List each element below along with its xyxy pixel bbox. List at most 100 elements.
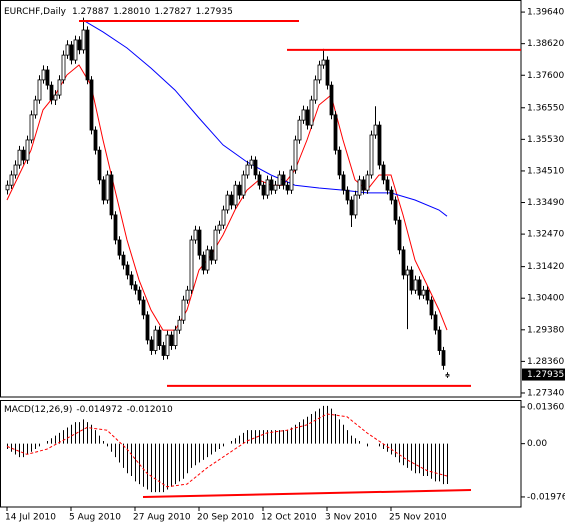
candle-body	[197, 229, 202, 256]
candle-body	[161, 345, 166, 356]
candle-body	[193, 229, 198, 241]
candle-body	[333, 114, 338, 151]
candle-body	[37, 79, 42, 101]
candle-body	[9, 174, 14, 186]
header-high: 1.28010	[113, 7, 150, 17]
candle-body	[149, 339, 154, 351]
macd-value: -0.014972	[76, 405, 122, 415]
x-tick-label: 12 Oct 2010	[261, 513, 317, 523]
candle-body	[373, 124, 378, 136]
candle-body	[213, 229, 218, 261]
macd-panel-frame	[0, 400, 522, 508]
candle-body	[69, 44, 74, 61]
current-price-box	[522, 368, 565, 381]
candle-body	[89, 79, 94, 131]
candle-body	[329, 84, 334, 116]
candle-body	[225, 194, 230, 211]
candle-body	[289, 169, 294, 191]
candle-body	[169, 334, 174, 346]
candle-body	[285, 184, 290, 191]
y-tick-label: 1.28360	[527, 357, 564, 367]
candle-body	[325, 59, 330, 86]
candle-body	[209, 249, 214, 261]
y-tick-label: 1.39640	[527, 8, 564, 18]
candle-body	[345, 189, 350, 201]
header-close: 1.27935	[196, 7, 233, 17]
candle-body	[201, 254, 206, 271]
price-plot	[5, 17, 521, 387]
candle-body	[257, 174, 262, 186]
macd-title: MACD(12,26,9)	[4, 405, 72, 415]
candle-body	[101, 179, 106, 201]
candle-body	[269, 179, 274, 191]
candle-body	[401, 249, 406, 276]
y-tick-label: 1.31420	[527, 262, 564, 272]
candle-body	[349, 199, 354, 216]
candle-body	[309, 99, 314, 126]
candle-body	[341, 174, 346, 191]
candle-body	[229, 194, 234, 206]
x-tick-label: 3 Nov 2010	[325, 513, 377, 523]
candle-body	[353, 194, 358, 216]
y-tick-label: 1.27340	[527, 388, 564, 398]
candle-body	[441, 350, 446, 366]
candle-body	[301, 109, 306, 121]
candle-body	[297, 119, 302, 141]
candle-body	[413, 279, 418, 291]
price-header: EURCHF,Daily 1.27887 1.28010 1.27827 1.27935	[4, 7, 233, 17]
candle-body	[53, 94, 58, 101]
candle-body	[417, 279, 422, 296]
y-tick-label: 1.33490	[527, 198, 564, 208]
candle-body	[65, 44, 70, 56]
candle-body	[77, 39, 82, 51]
candle-body	[369, 134, 374, 176]
candle-body	[217, 224, 222, 231]
candle-body	[137, 289, 142, 301]
x-tick-label: 5 Aug 2010	[69, 513, 121, 523]
candle-body	[61, 54, 66, 81]
header-open: 1.27887	[72, 7, 109, 17]
candle-body	[321, 59, 326, 66]
y-tick-label: 1.34510	[527, 166, 564, 176]
candle-body	[93, 129, 98, 151]
candle-body	[109, 174, 114, 216]
candle-body	[317, 64, 322, 81]
candle-body	[165, 334, 170, 356]
candle-body	[145, 314, 150, 341]
y-tick-label: 1.38620	[527, 39, 564, 49]
candle-body	[313, 79, 318, 101]
candle-body	[421, 289, 426, 296]
candle-body	[381, 164, 386, 181]
y-tick-label: 1.30400	[527, 294, 564, 304]
candle-body	[233, 184, 238, 206]
candle-body	[385, 179, 390, 191]
candle-body	[357, 179, 362, 196]
candle-body	[29, 114, 34, 141]
candle-body	[121, 254, 126, 266]
candle-body	[205, 249, 210, 271]
candle-body	[13, 164, 18, 176]
candle-body	[253, 159, 258, 176]
candle-body	[33, 99, 38, 116]
macd-header: MACD(12,26,9) -0.014972 -0.012010	[4, 405, 173, 415]
y-tick-label: 1.37600	[527, 71, 564, 81]
candle-body	[45, 69, 50, 86]
x-tick-label: 20 Sep 2010	[197, 513, 254, 523]
candle-body	[21, 149, 26, 161]
price-panel-frame	[0, 0, 522, 398]
symbol-title: EURCHF,Daily	[4, 7, 67, 17]
candle-body	[73, 39, 78, 61]
signal-line	[6, 413, 448, 488]
candle-body	[433, 314, 438, 331]
candle-body	[97, 149, 102, 181]
candle-body	[129, 274, 134, 286]
x-tick-label: 27 Aug 2010	[133, 513, 191, 523]
candle-body	[241, 174, 246, 196]
candle-body	[41, 69, 46, 81]
candle-body	[277, 174, 282, 186]
candle-body	[237, 184, 242, 196]
y-tick-label: 0.00	[527, 439, 547, 449]
candle-body	[389, 189, 394, 201]
candle-body	[113, 214, 118, 241]
